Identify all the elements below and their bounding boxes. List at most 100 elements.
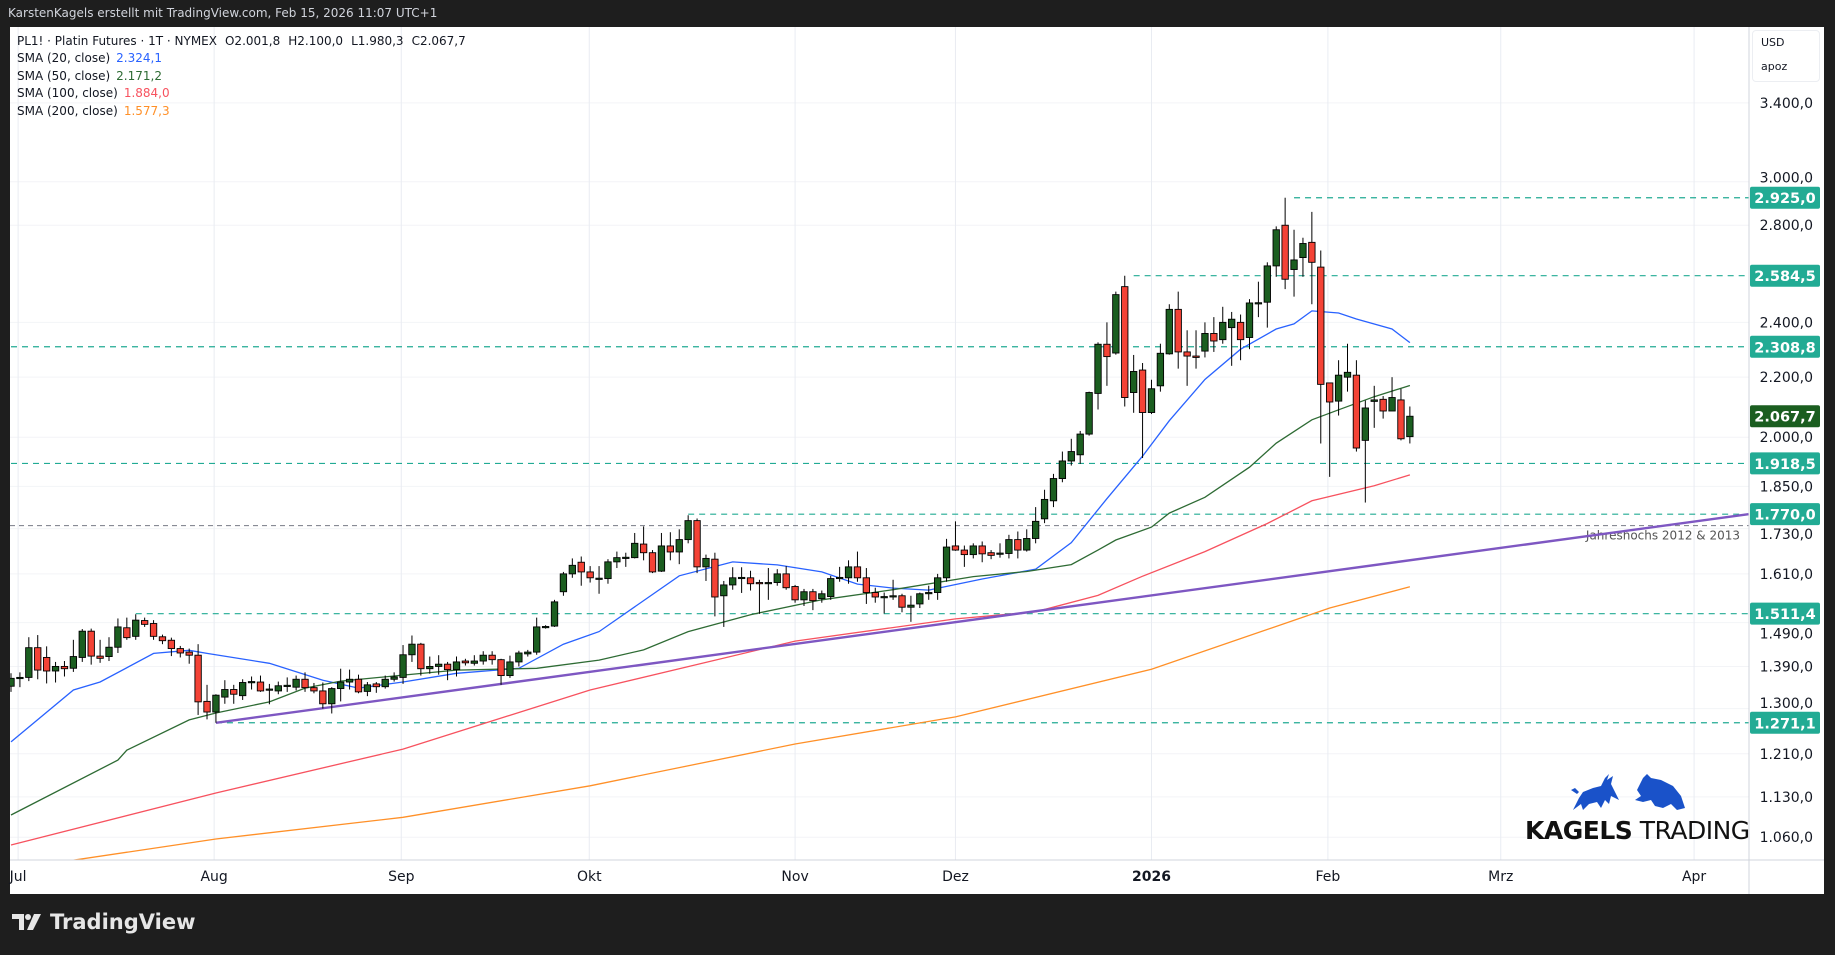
time-axis[interactable]: Jul Aug Sep Okt Nov Dez 2026 Feb Mrz Apr bbox=[9, 869, 1707, 885]
candle[interactable] bbox=[1263, 262, 1271, 328]
candle[interactable] bbox=[1031, 507, 1040, 544]
candle[interactable] bbox=[996, 543, 1004, 558]
candle[interactable] bbox=[497, 658, 505, 685]
candle[interactable] bbox=[925, 585, 933, 600]
sma-20-line[interactable] bbox=[10, 310, 1411, 743]
candle[interactable] bbox=[693, 518, 701, 574]
candle[interactable] bbox=[256, 675, 265, 692]
candle[interactable] bbox=[1040, 489, 1049, 524]
candle[interactable] bbox=[907, 595, 915, 622]
candle[interactable] bbox=[1058, 451, 1067, 483]
sma-100-line[interactable] bbox=[10, 474, 1411, 846]
candle[interactable] bbox=[1121, 275, 1129, 407]
candle[interactable] bbox=[622, 552, 630, 567]
candle[interactable] bbox=[604, 559, 612, 584]
candle[interactable] bbox=[212, 694, 220, 723]
candle[interactable] bbox=[951, 521, 960, 551]
candle[interactable] bbox=[408, 635, 416, 662]
candle[interactable] bbox=[1192, 330, 1200, 369]
candle[interactable] bbox=[337, 668, 345, 702]
candle[interactable] bbox=[595, 566, 603, 594]
candle[interactable] bbox=[328, 687, 336, 714]
candle[interactable] bbox=[1326, 382, 1334, 477]
plot-area[interactable]: Jahreshochs 2012 & 2013 bbox=[8, 197, 1749, 860]
candle[interactable] bbox=[1049, 473, 1058, 508]
candle[interactable] bbox=[149, 620, 158, 640]
candle[interactable] bbox=[550, 599, 559, 627]
candle[interactable] bbox=[34, 635, 42, 680]
candle[interactable] bbox=[158, 634, 167, 645]
candle[interactable] bbox=[390, 672, 398, 682]
candle[interactable] bbox=[1165, 304, 1173, 355]
candle[interactable] bbox=[265, 683, 274, 705]
sma-100-legend[interactable]: SMA (100, close) 1.884,0 bbox=[17, 85, 466, 102]
candle[interactable] bbox=[1281, 197, 1289, 290]
candle[interactable] bbox=[1067, 438, 1075, 466]
candle[interactable] bbox=[1147, 379, 1156, 415]
candle[interactable] bbox=[889, 579, 897, 600]
candle[interactable] bbox=[123, 617, 131, 640]
candle[interactable] bbox=[114, 618, 122, 653]
candle[interactable] bbox=[613, 551, 621, 569]
candle[interactable] bbox=[167, 637, 176, 657]
candle[interactable] bbox=[844, 560, 853, 584]
candle[interactable] bbox=[1085, 391, 1093, 436]
candle[interactable] bbox=[1103, 322, 1111, 386]
trendline[interactable] bbox=[215, 512, 1749, 724]
candle[interactable] bbox=[185, 648, 193, 664]
candle[interactable] bbox=[310, 682, 318, 694]
chart-panel[interactable] bbox=[10, 27, 1824, 894]
candle[interactable] bbox=[880, 592, 888, 614]
candle[interactable] bbox=[1406, 406, 1414, 444]
candle[interactable] bbox=[194, 644, 202, 715]
candle[interactable] bbox=[345, 669, 354, 690]
candle[interactable] bbox=[140, 617, 149, 627]
candle[interactable] bbox=[42, 646, 51, 684]
candle[interactable] bbox=[16, 672, 24, 688]
candle[interactable] bbox=[533, 617, 541, 655]
candle[interactable] bbox=[541, 625, 550, 629]
candle[interactable] bbox=[1290, 229, 1298, 297]
candle[interactable] bbox=[354, 674, 363, 694]
candle[interactable] bbox=[381, 675, 389, 689]
candle[interactable] bbox=[60, 661, 69, 677]
candle[interactable] bbox=[639, 526, 648, 561]
candle[interactable] bbox=[1245, 299, 1254, 350]
candle[interactable] bbox=[568, 558, 576, 578]
candle[interactable] bbox=[470, 655, 478, 666]
candle[interactable] bbox=[488, 651, 496, 665]
candle[interactable] bbox=[524, 649, 532, 657]
candle[interactable] bbox=[827, 575, 835, 600]
candle[interactable] bbox=[1014, 531, 1022, 559]
candle[interactable] bbox=[1076, 430, 1084, 464]
candle[interactable] bbox=[835, 566, 844, 582]
candle[interactable] bbox=[960, 545, 969, 567]
candle[interactable] bbox=[898, 593, 906, 613]
candle[interactable] bbox=[818, 590, 826, 603]
candle[interactable] bbox=[69, 639, 78, 672]
candle[interactable] bbox=[1174, 291, 1182, 369]
candle[interactable] bbox=[1299, 237, 1307, 277]
candle[interactable] bbox=[105, 637, 113, 662]
candle[interactable] bbox=[1308, 211, 1316, 305]
candle[interactable] bbox=[87, 628, 95, 665]
candle[interactable] bbox=[1236, 314, 1245, 361]
candle[interactable] bbox=[657, 532, 666, 572]
candle[interactable] bbox=[1397, 388, 1405, 441]
candle[interactable] bbox=[1379, 396, 1387, 419]
candle[interactable] bbox=[479, 651, 487, 665]
candle[interactable] bbox=[221, 680, 229, 704]
candle[interactable] bbox=[461, 658, 470, 666]
candle[interactable] bbox=[1352, 360, 1361, 452]
candle[interactable] bbox=[426, 656, 434, 674]
candle[interactable] bbox=[203, 684, 211, 720]
candle[interactable] bbox=[1228, 311, 1236, 366]
sma-50-line[interactable] bbox=[10, 384, 1411, 816]
candle[interactable] bbox=[1210, 317, 1218, 352]
candle[interactable] bbox=[720, 580, 728, 627]
candle[interactable] bbox=[1317, 250, 1325, 444]
candle[interactable] bbox=[782, 566, 790, 590]
candle[interactable] bbox=[737, 567, 746, 593]
candle[interactable] bbox=[363, 682, 372, 697]
candle[interactable] bbox=[755, 579, 764, 614]
